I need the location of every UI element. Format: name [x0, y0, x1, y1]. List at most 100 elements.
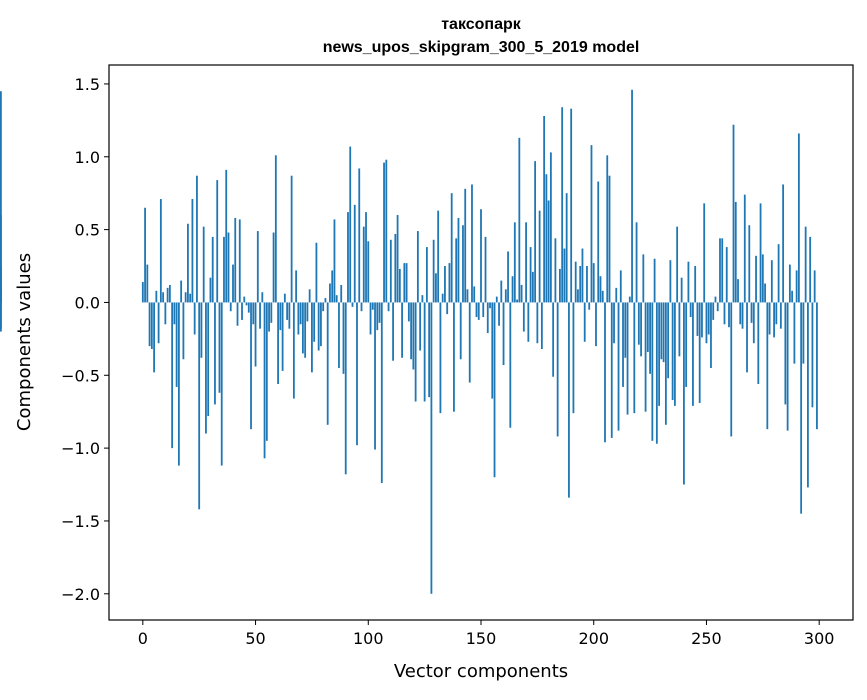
bar-125	[423, 302, 426, 402]
bar-164	[511, 276, 514, 303]
bar-294	[804, 226, 807, 303]
bar-6	[155, 290, 158, 303]
bar-7	[157, 302, 160, 344]
bar-146	[471, 184, 473, 303]
bar-232	[664, 302, 667, 425]
bar-undefined	[0, 302, 2, 329]
bar-240	[683, 302, 685, 485]
y-tick-label: 1.5	[75, 75, 100, 94]
bar-145	[468, 302, 471, 383]
bar-213	[622, 302, 624, 387]
bar-46	[245, 302, 248, 306]
bar-242	[687, 261, 690, 303]
bar-24	[196, 175, 198, 303]
bar-158	[498, 302, 500, 326]
bar-224	[646, 302, 649, 352]
bar-68	[295, 270, 298, 303]
bar-44	[241, 302, 243, 320]
bar-128	[430, 302, 433, 594]
bar-288	[791, 290, 794, 303]
bar-34	[218, 302, 221, 393]
bar-43	[238, 219, 241, 303]
bar-130	[435, 273, 437, 303]
bar-246	[696, 302, 699, 336]
bar-123	[419, 302, 422, 351]
bar-15	[175, 302, 178, 387]
bar-118	[407, 302, 410, 322]
bar-28	[205, 302, 207, 434]
bar-200	[592, 263, 595, 303]
bar-192	[574, 261, 577, 303]
bar-56	[268, 302, 270, 332]
bar-238	[678, 302, 681, 357]
bar-186	[561, 107, 564, 303]
bar-148	[475, 302, 478, 318]
bar-81	[324, 298, 327, 303]
bar-91	[347, 212, 349, 303]
bar-295	[807, 302, 809, 488]
bar-82	[326, 302, 329, 425]
bar-133	[441, 293, 444, 303]
bars-layer	[0, 89, 818, 594]
bar-106	[380, 302, 383, 484]
bar-197	[586, 266, 588, 303]
bar-205	[604, 302, 606, 443]
bar-291	[797, 133, 800, 303]
bar-292	[800, 302, 803, 514]
bar-149	[477, 302, 480, 320]
bar-221	[640, 302, 642, 357]
bar-69	[297, 302, 300, 335]
bar-227	[653, 258, 656, 303]
bar-170	[525, 222, 527, 303]
bar-159	[500, 280, 503, 303]
bar-168	[520, 284, 523, 303]
bar-47	[247, 302, 250, 313]
bar-155	[491, 302, 494, 399]
bar-undefined	[0, 91, 2, 303]
bar-140	[457, 217, 460, 303]
bar-293	[802, 302, 805, 364]
bar-194	[579, 266, 582, 303]
bar-263	[734, 201, 737, 303]
bar-277	[766, 302, 769, 430]
bar-287	[788, 264, 791, 303]
bar-22	[191, 199, 194, 303]
bar-187	[563, 248, 566, 303]
bar-95	[356, 302, 358, 446]
bar-5	[153, 302, 155, 373]
bar-70	[299, 302, 302, 325]
bar-154	[489, 302, 491, 309]
bar-260	[728, 302, 730, 328]
bar-199	[590, 145, 593, 303]
bar-45	[243, 296, 246, 303]
bar-175	[536, 302, 539, 344]
x-tick-label: 0	[138, 629, 148, 648]
y-tick-label: −2.0	[61, 585, 100, 604]
bar-77	[315, 242, 318, 303]
plot-area-frame	[108, 64, 854, 621]
bar-289	[793, 302, 796, 364]
bar-193	[577, 289, 579, 303]
bar-153	[486, 302, 489, 334]
bar-3	[148, 302, 151, 347]
bar-undefined	[0, 215, 2, 303]
bar-161	[504, 289, 507, 303]
bar-136	[448, 263, 451, 303]
x-tick-label: 300	[804, 629, 835, 648]
bar-217	[631, 89, 633, 303]
bar-40	[232, 264, 234, 303]
bar-144	[466, 289, 469, 303]
bar-271	[752, 302, 755, 344]
bar-237	[676, 226, 679, 303]
bar-183	[554, 238, 557, 303]
bar-210	[615, 287, 618, 303]
bar-264	[737, 279, 739, 303]
bar-0	[141, 282, 144, 303]
bar-266	[741, 302, 744, 329]
bar-273	[757, 302, 760, 385]
bar-225	[649, 302, 651, 374]
bar-16	[177, 302, 180, 466]
bar-167	[518, 137, 521, 303]
bar-undefined	[0, 287, 2, 303]
bar-101	[369, 302, 372, 335]
